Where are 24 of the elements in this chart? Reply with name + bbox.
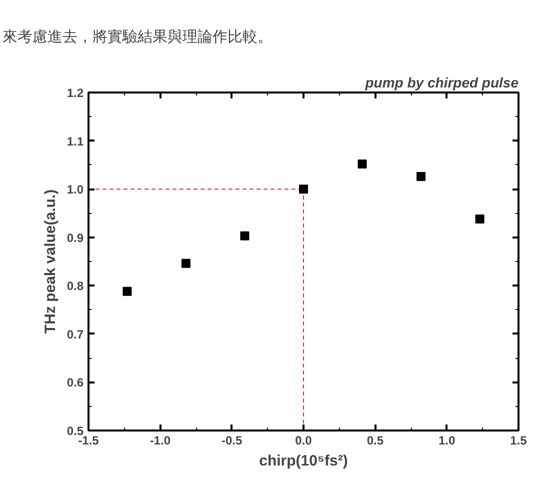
- y-tick-label: 1.0: [66, 182, 84, 197]
- text: 來考慮進去，將實驗結果與理論作比較。: [2, 28, 272, 46]
- y-tick-label: 0.8: [66, 279, 84, 294]
- y-tick-label: 1.2: [66, 86, 84, 100]
- point: [475, 214, 484, 224]
- y-tick-label: 0.6: [66, 376, 84, 390]
- x-tick-label: 0.5: [366, 434, 384, 448]
- x-tick-label: 1.5: [510, 434, 528, 448]
- point: [358, 159, 367, 168]
- x-tick-label: 1.0: [438, 434, 456, 448]
- y-axis-title: THz peak value(a.u.): [42, 189, 59, 334]
- point: [416, 172, 426, 182]
- point: [122, 286, 132, 296]
- y-tick-label: 0.7: [66, 327, 84, 342]
- point: [240, 231, 250, 240]
- x-tick-label: 0.0: [295, 434, 312, 448]
- chart-title: pump by chirped pulse: [364, 74, 519, 90]
- x-axis-title: chirp(10⁵fs²): [259, 452, 348, 470]
- y-tick-label: 1.1: [66, 134, 84, 148]
- y-tick-label: 0.9: [66, 230, 84, 245]
- point: [181, 258, 190, 268]
- x-tick-label: -0.5: [221, 434, 242, 448]
- x-tick-label: -1.0: [150, 434, 171, 448]
- point: [299, 184, 308, 194]
